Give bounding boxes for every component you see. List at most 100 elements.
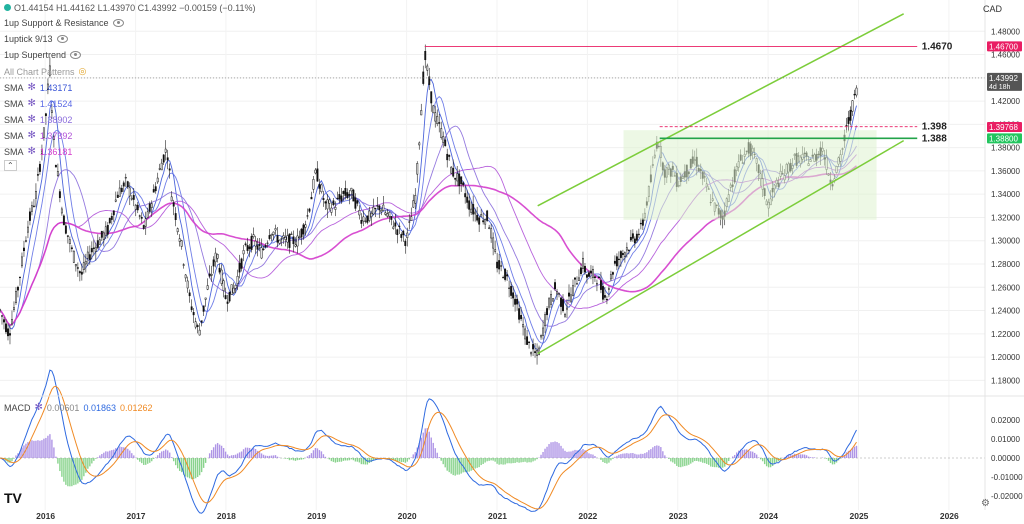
candle-body — [458, 173, 461, 187]
candle-body — [276, 235, 279, 243]
candle-body — [330, 207, 333, 213]
macd-histogram-bar — [316, 448, 319, 458]
macd-histogram-bar — [586, 451, 588, 458]
macd-histogram-bar — [678, 458, 680, 468]
candle-body — [482, 220, 485, 223]
macd-histogram-bar — [370, 458, 373, 463]
macd-histogram-bar — [502, 458, 504, 465]
candle-body — [120, 187, 123, 192]
sma-legend-4[interactable]: SMA ✻ 1.37392 — [4, 130, 73, 141]
collapse-legend-button[interactable]: ⌃ — [4, 160, 17, 171]
sma-legend-3[interactable]: SMA ✻ 1.38902 — [4, 114, 73, 125]
gear-icon[interactable]: ✻ — [27, 146, 36, 157]
sma-legend-1[interactable]: SMA ✻ 1.43171 — [4, 82, 73, 93]
macd-histogram-bar — [202, 458, 205, 468]
gear-icon[interactable]: ✻ — [34, 402, 43, 413]
eye-icon[interactable] — [70, 51, 82, 59]
macd-histogram-bar — [165, 449, 167, 458]
gear-icon[interactable]: ✻ — [27, 82, 36, 93]
macd-histogram-bar — [634, 453, 636, 458]
sma-legend-5[interactable]: SMA ✻ 1.36181 — [4, 146, 73, 157]
candle-body — [352, 189, 355, 202]
eye-icon[interactable] — [56, 35, 68, 43]
candle-body — [228, 291, 231, 302]
candle-body — [118, 187, 121, 197]
macd-histogram-bar — [556, 442, 558, 458]
macd-histogram-bar — [474, 458, 476, 469]
candle-body — [368, 210, 371, 221]
eye-icon[interactable] — [112, 19, 124, 27]
macd-histogram-bar — [53, 447, 55, 458]
indicator-supertrend[interactable]: 1up Supertrend — [4, 50, 82, 60]
gear-icon[interactable]: ✻ — [27, 114, 36, 125]
candle-body — [344, 188, 347, 196]
macd-histogram-bar — [300, 458, 303, 460]
macd-histogram-bar — [67, 458, 69, 487]
macd-histogram-bar — [284, 458, 287, 459]
candle-body — [542, 327, 544, 336]
candle-body — [19, 276, 21, 279]
macd-histogram-bar — [356, 458, 359, 462]
macd-histogram-bar — [626, 453, 628, 458]
macd-histogram-bar — [807, 456, 810, 458]
macd-histogram-bar — [590, 454, 592, 458]
candle-body — [304, 224, 307, 228]
candle-body — [50, 110, 53, 113]
macd-histogram-bar — [161, 451, 163, 458]
indicator-chart-patterns[interactable]: All Chart Patterns ◎ — [4, 66, 87, 77]
macd-histogram-bar — [576, 450, 578, 458]
macd-histogram-bar — [602, 458, 604, 463]
macd-histogram-bar — [334, 458, 337, 463]
candle-body — [176, 228, 179, 233]
candle-body — [635, 233, 638, 241]
candle-body — [250, 236, 253, 250]
macd-histogram-bar — [664, 455, 666, 458]
candle-body — [406, 232, 409, 239]
macd-histogram-bar — [55, 456, 57, 458]
candle-body — [416, 163, 419, 175]
macd-histogram-bar — [458, 458, 460, 475]
macd-histogram-bar — [236, 453, 239, 458]
macd-histogram-bar — [328, 458, 331, 460]
macd-histogram-bar — [246, 447, 249, 458]
gear-icon[interactable]: ✻ — [27, 130, 36, 141]
candle-body — [282, 235, 285, 238]
candle-body — [236, 275, 239, 284]
macd-histogram-bar — [578, 450, 580, 458]
candle-body — [142, 225, 145, 229]
candle-body — [28, 211, 31, 221]
macd-histogram-bar — [133, 455, 135, 458]
macd-histogram-bar — [23, 445, 25, 458]
macd-histogram-bar — [167, 450, 169, 458]
settings-icon[interactable]: ⚙ — [981, 498, 990, 509]
candle-body — [234, 284, 237, 289]
macd-histogram-bar — [616, 455, 618, 458]
macd-histogram-bar — [486, 458, 488, 462]
macd-histogram-bar — [476, 458, 478, 468]
macd-histogram-bar — [722, 458, 724, 468]
macd-histogram-bar — [182, 458, 185, 475]
macd-histogram-bar — [670, 458, 672, 462]
macd-histogram-bar — [736, 452, 738, 458]
candle-body — [292, 236, 295, 245]
macd-histogram-bar — [656, 445, 658, 458]
macd-legend[interactable]: MACD ✻ 0.00601 0.01863 0.01262 — [4, 402, 153, 413]
candle-body — [360, 220, 363, 224]
macd-histogram-bar — [296, 458, 299, 461]
macd-histogram-bar — [258, 452, 261, 458]
macd-histogram-bar — [757, 457, 760, 458]
macd-histogram-bar — [137, 458, 139, 460]
macd-histogram-bar — [843, 454, 846, 458]
macd-histogram-bar — [204, 458, 207, 463]
macd-histogram-bar — [572, 450, 574, 458]
gear-icon[interactable]: ✻ — [27, 98, 36, 109]
candle-body — [21, 256, 23, 267]
candle-body — [90, 248, 93, 253]
macd-histogram-bar — [787, 454, 790, 458]
macd-histogram-bar — [318, 450, 321, 458]
indicator-uptick[interactable]: 1uptick 9/13 — [4, 34, 68, 44]
sma-legend-2[interactable]: SMA ✻ 1.41524 — [4, 98, 73, 109]
indicator-support-resistance[interactable]: 1up Support & Resistance — [4, 18, 124, 28]
macd-histogram-bar — [216, 443, 219, 458]
